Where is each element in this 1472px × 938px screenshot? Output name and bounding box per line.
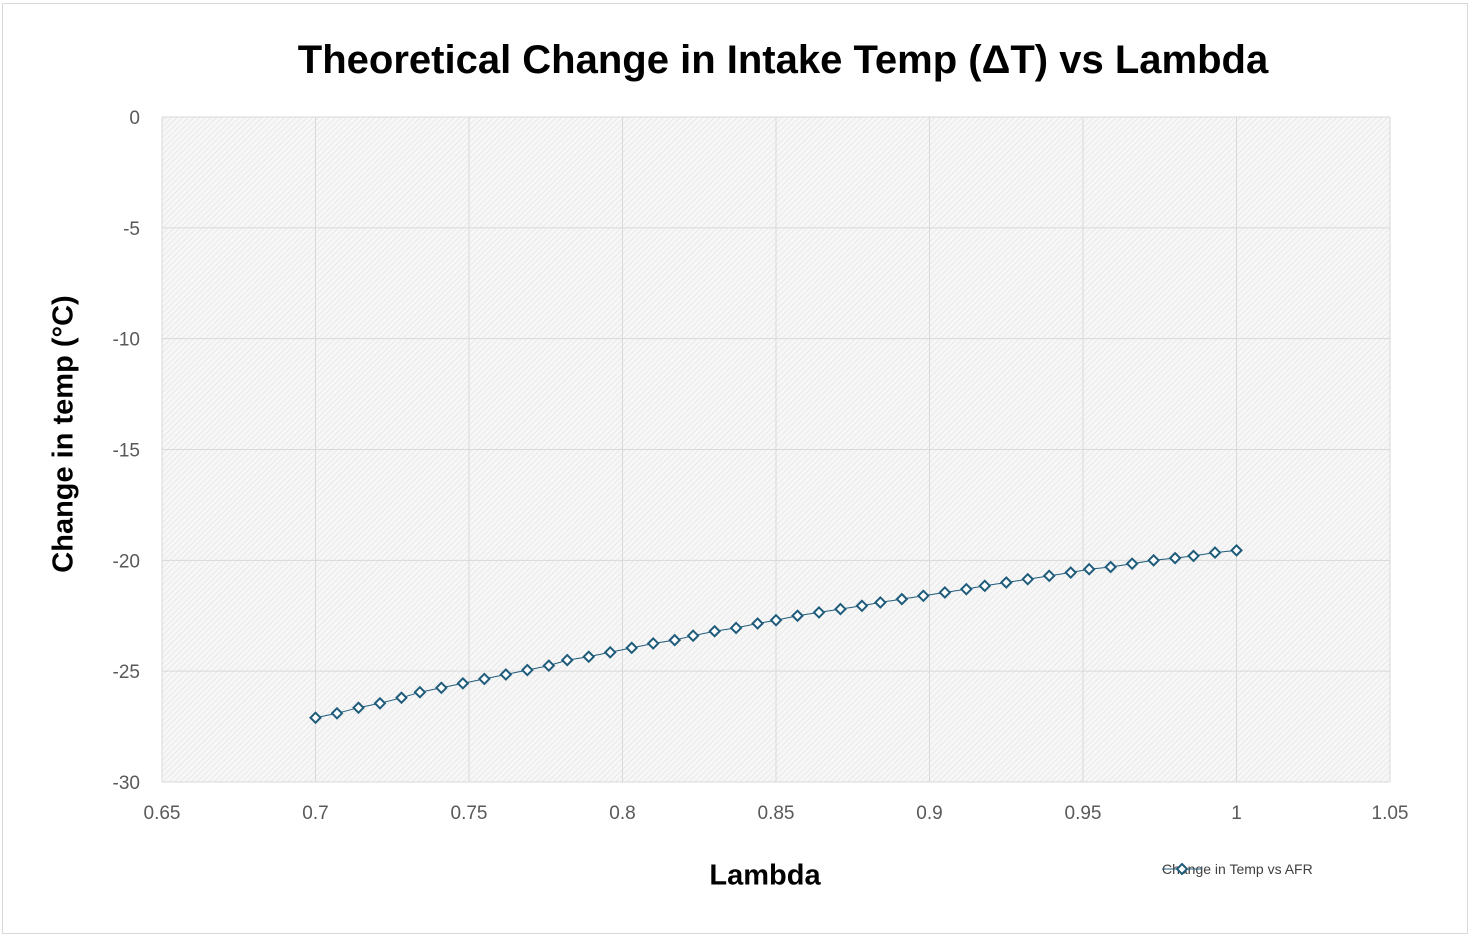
data-point: [434, 681, 448, 695]
y-tick-label: -15: [113, 441, 140, 462]
y-tick-label: -10: [113, 330, 140, 351]
data-point: [625, 641, 639, 655]
data-point: [999, 576, 1013, 589]
legend: Change in Temp vs AFR: [1162, 858, 1313, 880]
x-tick-label: 1.05: [1372, 803, 1409, 824]
x-axis-label: Lambda: [709, 859, 821, 892]
x-tick-label: 0.9: [916, 803, 942, 824]
x-tick-label: 0.75: [451, 803, 488, 824]
data-point: [352, 701, 365, 715]
data-point: [1147, 553, 1161, 567]
data-point: [812, 606, 826, 619]
data-point: [1082, 562, 1096, 576]
data-point: [413, 685, 427, 699]
y-tick-label: -25: [113, 662, 140, 683]
data-point: [1187, 549, 1200, 563]
legend-label: Change in Temp vs AFR: [1162, 861, 1313, 877]
data-point: [582, 650, 596, 664]
data-point: [1021, 572, 1035, 586]
data-point: [791, 609, 804, 623]
data-point: [1168, 551, 1182, 565]
x-tick-label: 0.95: [1065, 803, 1102, 824]
data-point: [959, 582, 973, 596]
y-tick-label: 0: [129, 108, 140, 129]
data-point: [668, 633, 682, 647]
data-point: [751, 617, 764, 630]
x-tick-label: 1: [1231, 803, 1242, 824]
data-point: [1230, 543, 1243, 557]
data-point: [1064, 566, 1078, 579]
data-point: [855, 599, 869, 613]
data-point: [686, 629, 700, 643]
data-point: [1125, 557, 1139, 571]
data-point: [769, 613, 783, 627]
chart-title: Theoretical Change in Intake Temp (ΔT) v…: [297, 38, 1269, 82]
data-point: [1208, 546, 1222, 559]
x-tick-label: 0.8: [609, 803, 635, 824]
y-tick-label: -20: [113, 551, 140, 572]
x-tick-label: 0.65: [144, 803, 181, 824]
legend-marker-icon: [1162, 862, 1202, 876]
data-point: [873, 596, 887, 609]
data-point: [1042, 569, 1056, 583]
data-point: [499, 668, 513, 681]
x-tick-label: 0.7: [302, 803, 328, 824]
data-point: [1104, 560, 1118, 574]
data-point: [895, 592, 909, 606]
data-point: [477, 672, 491, 686]
data-point: [395, 691, 408, 705]
data-point: [938, 586, 952, 599]
data-point: [603, 645, 617, 659]
data-point: [916, 589, 930, 603]
data-point: [520, 663, 534, 677]
data-point: [373, 696, 387, 710]
data-point: [646, 637, 660, 650]
data-point: [330, 706, 344, 720]
data-point: [729, 621, 743, 635]
data-point: [834, 602, 847, 616]
data-point: [708, 624, 722, 638]
data-point: [456, 676, 470, 690]
y-tick-label: -30: [113, 773, 140, 794]
data-point: [978, 579, 992, 593]
data-point: [309, 711, 322, 725]
data-point: [560, 653, 574, 667]
y-tick-label: -5: [123, 219, 140, 240]
data-point: [542, 659, 556, 673]
x-tick-label: 0.85: [758, 803, 795, 824]
